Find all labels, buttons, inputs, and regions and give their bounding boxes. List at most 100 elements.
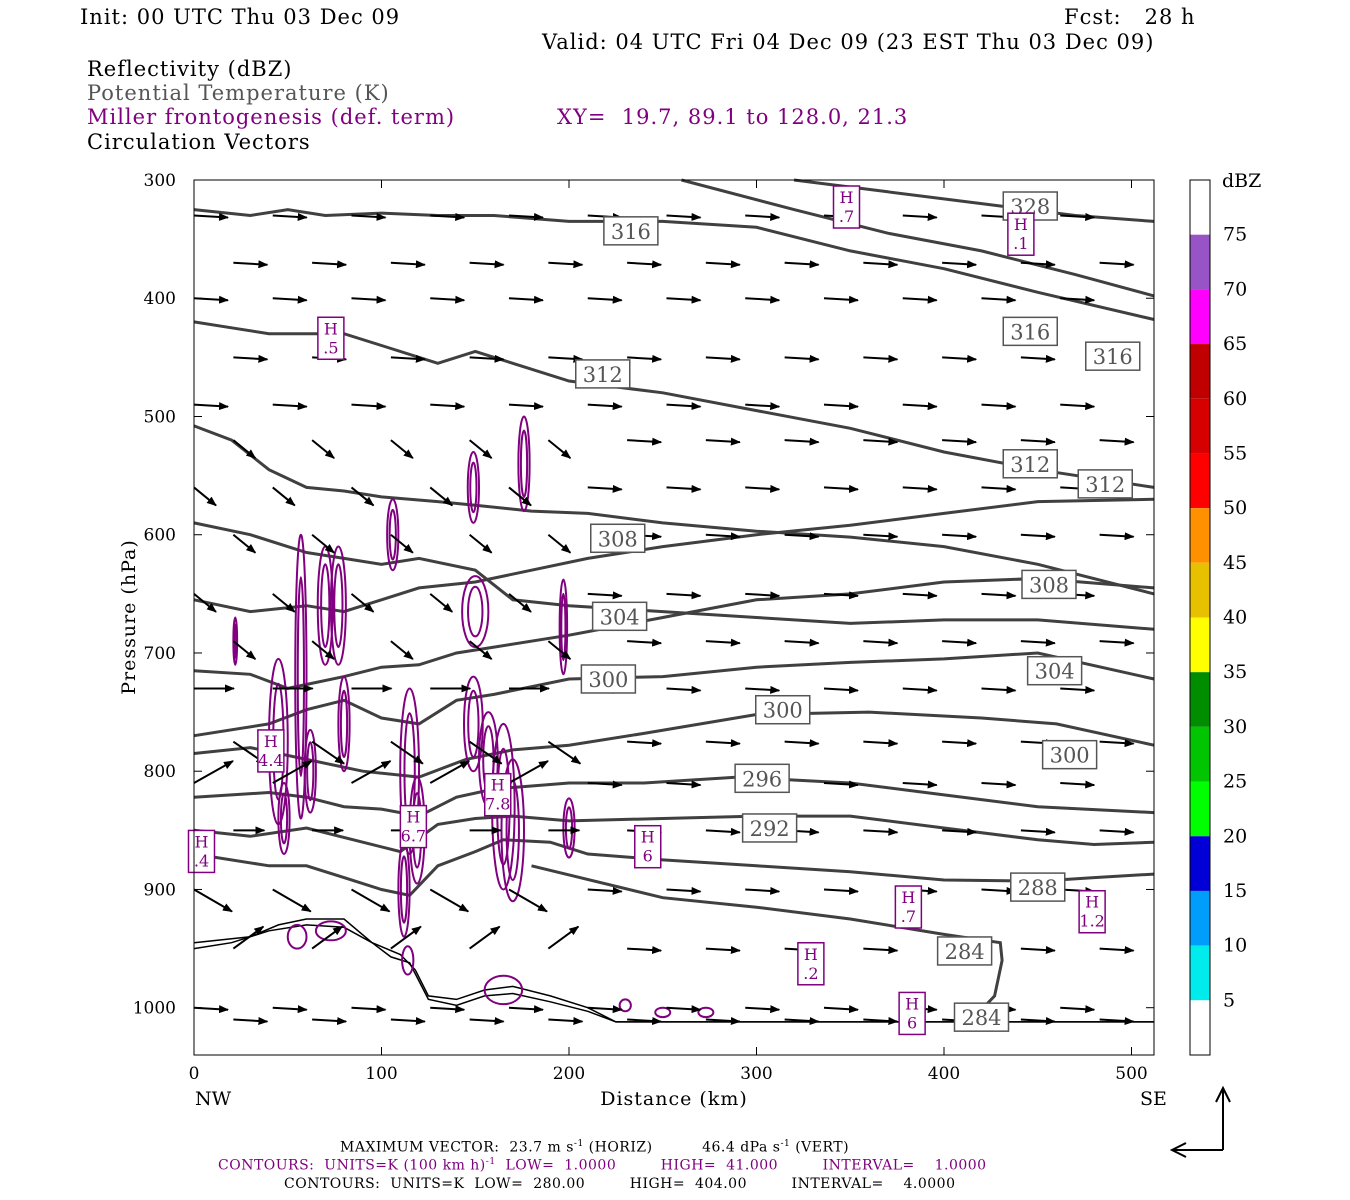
- maxima-label-box: [832, 185, 861, 229]
- circulation-vector: [468, 640, 493, 660]
- circulation-vector: [508, 295, 544, 304]
- maxima-label-h: H: [901, 888, 915, 907]
- colorbar-label: 75: [1223, 224, 1247, 246]
- circulation-vector: [311, 533, 335, 554]
- frontogenesis-contour: [286, 923, 308, 950]
- maxima-label-box: [317, 316, 345, 361]
- colorbar-label: 40: [1223, 607, 1247, 629]
- theta-label: 300: [588, 668, 628, 692]
- circulation-vector: [942, 260, 978, 269]
- circulation-vector: [311, 740, 345, 765]
- circulation-vector: [902, 591, 938, 600]
- circulation-vector: [193, 402, 229, 411]
- x-tick-label: 200: [553, 1064, 585, 1084]
- colorbar-label: 55: [1223, 442, 1247, 464]
- circulation-vector: [272, 888, 312, 913]
- theta-label: 308: [1029, 573, 1069, 597]
- circulation-vector: [1060, 780, 1096, 789]
- theta-contour-316: [193, 208, 1155, 321]
- circulation-vector: [666, 1005, 702, 1014]
- circulation-vector: [902, 484, 938, 493]
- circulation-vector: [232, 439, 257, 459]
- circulation-vector: [587, 402, 623, 411]
- colorbar-swatch: [1190, 617, 1210, 673]
- circulation-vector: [942, 437, 978, 446]
- circulation-vector: [193, 486, 217, 507]
- circulation-vector: [666, 780, 702, 789]
- circulation-vector: [469, 354, 505, 363]
- circulation-vector: [193, 212, 229, 221]
- circulation-vector: [311, 439, 335, 459]
- maxima-label-h: H: [804, 945, 818, 964]
- circulation-vector: [1020, 354, 1056, 363]
- maxima-label-box: [1078, 889, 1106, 934]
- circulation-vector: [272, 402, 308, 411]
- theta-label-box: [755, 694, 811, 725]
- frontogenesis-contour: [466, 450, 480, 524]
- circulation-vector: [351, 1005, 387, 1014]
- maxima-label-box: [898, 991, 926, 1036]
- colorbar-swatch: [1190, 562, 1210, 618]
- theta-label: 308: [598, 527, 638, 551]
- theta-label-box: [1021, 569, 1077, 600]
- circulation-vector: [863, 638, 899, 647]
- circulation-vector: [547, 740, 582, 765]
- frontogenesis-contour: [399, 855, 409, 924]
- circulation-vector: [430, 1005, 466, 1014]
- y-tick-label: 500: [144, 407, 176, 427]
- colorbar-label: 30: [1223, 716, 1247, 738]
- circulation-vector: [430, 295, 466, 304]
- circulation-vector: [390, 925, 422, 950]
- frontogenesis-contour: [558, 578, 569, 676]
- circulation-vector: [232, 640, 257, 660]
- colorbar-label: 70: [1223, 278, 1247, 300]
- circulation-vector: [784, 1017, 820, 1025]
- colorbar-label: 10: [1223, 935, 1247, 957]
- colorbar-swatch: [1190, 453, 1210, 509]
- colorbar-swatch: [1190, 726, 1210, 782]
- colorbar-swatch: [1190, 180, 1210, 235]
- circulation-vector: [745, 212, 781, 221]
- frontogenesis-contour: [388, 508, 397, 561]
- circulation-vector: [312, 1017, 348, 1025]
- maxima-label-h: H: [840, 188, 854, 207]
- circulation-vector: [587, 780, 623, 789]
- maxima-label-h: H: [641, 828, 655, 847]
- theta-label: 316: [611, 220, 651, 244]
- colorbar-label: 50: [1223, 497, 1247, 519]
- circulation-vector: [745, 295, 781, 304]
- circulation-vector: [193, 760, 234, 784]
- maxima-label-value: 4.4: [258, 751, 283, 770]
- circulation-vector: [1099, 946, 1135, 955]
- circulation-vector: [311, 925, 343, 950]
- circulation-vector: [863, 354, 899, 363]
- circulation-vector: [390, 354, 426, 363]
- circulation-vector: [1060, 295, 1096, 304]
- maxima-label-box: [634, 824, 662, 869]
- colorbar-label: 35: [1223, 661, 1247, 683]
- theta-label: 284: [945, 940, 985, 964]
- y-tick-label: 400: [144, 289, 176, 309]
- theta-label-box: [1010, 872, 1066, 902]
- theta-label-box: [1002, 449, 1058, 479]
- frontogenesis-contour: [401, 945, 415, 976]
- maxima-label-value: .1: [1013, 234, 1028, 253]
- circulation-vector: [784, 739, 820, 748]
- circulation-vector: [1020, 260, 1056, 269]
- circulation-vector: [627, 437, 663, 446]
- frontogenesis-contour: [333, 563, 344, 649]
- circulation-vector: [272, 760, 313, 784]
- theta-label: 312: [1010, 453, 1050, 477]
- y-tick-label: 900: [144, 880, 176, 900]
- theta-contour-300b: [193, 651, 1155, 738]
- frontogenesis-contour: [467, 689, 480, 759]
- theta-contour-284b: [531, 864, 1004, 1015]
- circulation-vector: [981, 402, 1017, 411]
- circulation-vector: [1020, 437, 1056, 446]
- circulation-vector: [981, 685, 1017, 694]
- circulation-vector: [587, 1005, 623, 1014]
- maxima-label-box: [484, 772, 512, 817]
- theta-label: 316: [1010, 320, 1050, 344]
- circulation-vector: [942, 532, 978, 541]
